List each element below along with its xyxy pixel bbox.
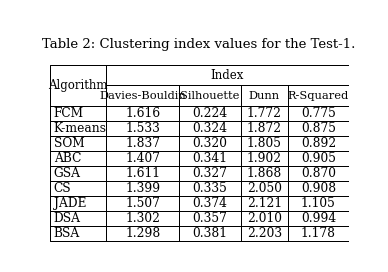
Text: 1.872: 1.872	[247, 122, 282, 135]
Text: 2.121: 2.121	[247, 197, 282, 210]
Text: 0.908: 0.908	[301, 182, 336, 195]
Text: 1.805: 1.805	[247, 137, 282, 150]
Text: 1.902: 1.902	[247, 152, 282, 165]
Text: 1.611: 1.611	[125, 167, 160, 180]
Text: 0.994: 0.994	[301, 212, 336, 225]
Text: 0.775: 0.775	[301, 107, 336, 120]
Text: R-Squared: R-Squared	[288, 91, 349, 101]
Text: 0.892: 0.892	[301, 137, 336, 150]
Text: Table 2: Clustering index values for the Test-1.: Table 2: Clustering index values for the…	[42, 38, 355, 51]
Text: CS: CS	[54, 182, 71, 195]
Text: K-means: K-means	[54, 122, 107, 135]
Text: 1.837: 1.837	[125, 137, 160, 150]
Text: Algorithm: Algorithm	[48, 79, 108, 92]
Text: 1.407: 1.407	[125, 152, 160, 165]
Text: 0.341: 0.341	[192, 152, 227, 165]
Text: 2.050: 2.050	[247, 182, 282, 195]
Text: ABC: ABC	[54, 152, 81, 165]
Text: 2.010: 2.010	[247, 212, 282, 225]
Text: BSA: BSA	[54, 227, 80, 240]
Text: 0.905: 0.905	[301, 152, 336, 165]
Text: GSA: GSA	[54, 167, 81, 180]
Text: 2.203: 2.203	[247, 227, 282, 240]
Text: 0.224: 0.224	[192, 107, 227, 120]
Text: FCM: FCM	[54, 107, 84, 120]
Text: 1.772: 1.772	[247, 107, 282, 120]
Text: 1.868: 1.868	[247, 167, 282, 180]
Text: 1.105: 1.105	[301, 197, 336, 210]
Text: 1.178: 1.178	[301, 227, 336, 240]
Text: 0.381: 0.381	[192, 227, 227, 240]
Text: 1.399: 1.399	[125, 182, 160, 195]
Text: Davies-Bouldin: Davies-Bouldin	[99, 91, 186, 101]
Text: 0.324: 0.324	[192, 122, 227, 135]
Text: 1.298: 1.298	[125, 227, 160, 240]
Text: 1.302: 1.302	[125, 212, 160, 225]
Text: Silhouette: Silhouette	[180, 91, 239, 101]
Text: 1.533: 1.533	[125, 122, 160, 135]
Text: 0.875: 0.875	[301, 122, 336, 135]
Text: 0.335: 0.335	[192, 182, 227, 195]
Text: Index: Index	[211, 69, 244, 82]
Text: 1.507: 1.507	[125, 197, 160, 210]
Text: 0.320: 0.320	[192, 137, 227, 150]
Text: 1.616: 1.616	[125, 107, 160, 120]
Text: SOM: SOM	[54, 137, 84, 150]
Text: 0.374: 0.374	[192, 197, 227, 210]
Text: JADE: JADE	[54, 197, 86, 210]
Text: 0.327: 0.327	[192, 167, 227, 180]
Text: Dunn: Dunn	[249, 91, 280, 101]
Text: 0.870: 0.870	[301, 167, 336, 180]
Text: DSA: DSA	[54, 212, 81, 225]
Text: 0.357: 0.357	[192, 212, 227, 225]
